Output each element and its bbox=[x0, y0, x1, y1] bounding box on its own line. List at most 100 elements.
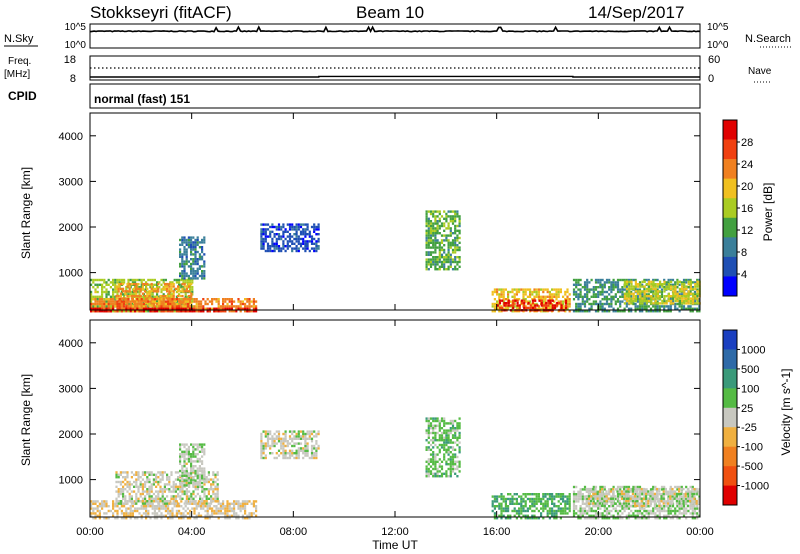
power-cell bbox=[195, 307, 198, 310]
power-cell bbox=[533, 298, 536, 301]
power-cell bbox=[190, 262, 193, 266]
velocity-cell bbox=[674, 485, 677, 489]
power-cell bbox=[112, 295, 115, 298]
velocity-cell bbox=[531, 502, 534, 505]
velocity-cell bbox=[621, 505, 624, 508]
velocity-cell bbox=[610, 509, 613, 513]
power-cell bbox=[432, 227, 435, 230]
velocity-cell bbox=[98, 514, 101, 517]
velocity-cell bbox=[203, 474, 206, 477]
power-cell bbox=[594, 295, 598, 298]
power-cell bbox=[317, 237, 320, 241]
power-cell bbox=[438, 246, 441, 249]
power-cell bbox=[306, 247, 309, 250]
power-cell bbox=[577, 281, 580, 284]
power-cell bbox=[660, 290, 664, 294]
velocity-cell bbox=[125, 514, 128, 517]
power-cell bbox=[271, 230, 274, 233]
power-cell bbox=[297, 237, 300, 241]
power-cell bbox=[542, 295, 545, 298]
velocity-cell bbox=[291, 440, 294, 443]
velocity-cell bbox=[181, 478, 184, 481]
velocity-cell bbox=[264, 442, 267, 445]
power-cell bbox=[524, 305, 527, 308]
velocity-cell bbox=[540, 507, 543, 510]
velocity-cell bbox=[205, 500, 208, 503]
velocity-cell bbox=[288, 449, 292, 452]
power-cell bbox=[264, 237, 267, 241]
velocity-cell bbox=[233, 509, 236, 513]
velocity-cell bbox=[436, 453, 439, 456]
velocity-cell bbox=[315, 442, 318, 445]
power-cell bbox=[137, 294, 140, 298]
power-cell bbox=[540, 288, 543, 291]
power-cell bbox=[454, 241, 457, 244]
velocity-cell bbox=[153, 505, 156, 508]
power-cell bbox=[676, 278, 679, 282]
power-cell bbox=[145, 300, 148, 303]
power-cell bbox=[201, 272, 204, 275]
power-cell bbox=[148, 292, 151, 295]
velocity-cell bbox=[533, 493, 536, 496]
power-cell bbox=[524, 298, 527, 301]
power-cell bbox=[445, 258, 448, 261]
velocity-cell bbox=[205, 480, 208, 484]
velocity-cell bbox=[207, 471, 210, 474]
power-cell bbox=[105, 305, 108, 308]
velocity-cell bbox=[158, 509, 161, 513]
power-cell bbox=[652, 285, 655, 288]
power-cell bbox=[438, 251, 441, 254]
velocity-cell bbox=[456, 439, 459, 442]
velocity-cell bbox=[144, 490, 147, 493]
power-cell bbox=[672, 295, 675, 298]
power-cell bbox=[634, 297, 637, 300]
power-cell bbox=[493, 288, 496, 291]
velocity-cell bbox=[129, 517, 132, 520]
velocity-cell bbox=[208, 517, 211, 520]
velocity-cell bbox=[212, 497, 215, 500]
power-cell bbox=[182, 281, 185, 284]
power-cell bbox=[458, 246, 461, 249]
power-cell bbox=[101, 293, 104, 296]
velocity-cell bbox=[641, 507, 644, 510]
power-cell bbox=[647, 293, 650, 296]
velocity-cell bbox=[564, 507, 567, 510]
velocity-cell bbox=[190, 455, 193, 458]
velocity-cell bbox=[627, 514, 631, 517]
power-cell bbox=[432, 239, 435, 242]
velocity-cell bbox=[224, 514, 227, 517]
power-cell bbox=[114, 290, 117, 294]
velocity-cell bbox=[427, 467, 430, 471]
power-cell bbox=[193, 305, 196, 308]
power-cell bbox=[512, 299, 515, 302]
power-cell bbox=[623, 302, 626, 305]
power-cell bbox=[156, 305, 159, 308]
velocity-cell bbox=[187, 460, 190, 463]
velocity-cell bbox=[299, 447, 303, 450]
power-cell bbox=[641, 283, 644, 286]
power-cell bbox=[696, 278, 699, 282]
power-cell bbox=[432, 224, 435, 228]
velocity-cell bbox=[632, 485, 635, 489]
velocity-cell bbox=[581, 500, 584, 503]
velocity-cell bbox=[219, 507, 222, 510]
velocity-cell bbox=[436, 470, 439, 473]
power-cell bbox=[447, 246, 450, 249]
power-cell bbox=[107, 298, 110, 301]
velocity-cell bbox=[304, 435, 307, 438]
velocity-cell bbox=[583, 485, 587, 489]
power-cell bbox=[156, 295, 159, 298]
power-cell bbox=[302, 230, 305, 233]
power-cell bbox=[661, 285, 664, 288]
power-cell bbox=[112, 293, 115, 296]
velocity-cell bbox=[172, 495, 175, 498]
power-cell bbox=[590, 295, 593, 298]
power-cell bbox=[531, 301, 535, 305]
power-cell bbox=[295, 240, 298, 243]
power-cell bbox=[92, 305, 95, 308]
power-cell bbox=[135, 290, 138, 293]
velocity-cell bbox=[277, 454, 281, 457]
power-cell bbox=[118, 281, 121, 284]
power-cell bbox=[445, 253, 448, 256]
power-cell bbox=[107, 283, 110, 286]
